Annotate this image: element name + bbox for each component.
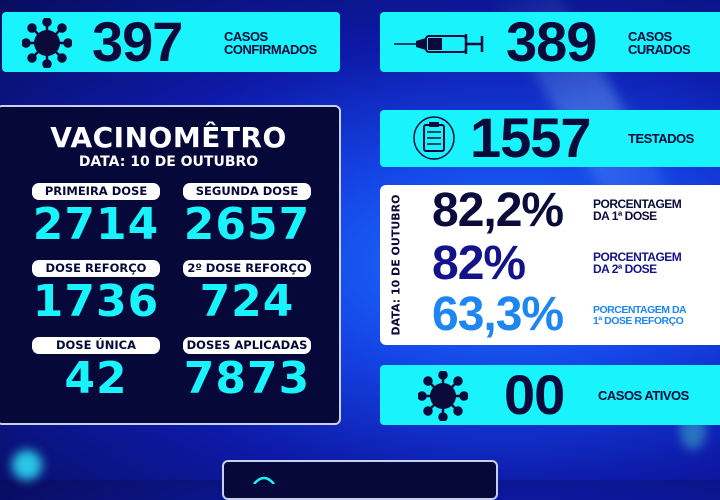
label-line: PORCENTAGEM [593, 197, 682, 211]
tested-card: 1557 TESTADOS [380, 110, 720, 167]
active-cases-card: 00 CASOS ATIVOS [380, 365, 720, 425]
label-line: PORCENTAGEM DA [593, 304, 687, 316]
dose-stat: DOSES APLICADAS 7873 [183, 337, 311, 414]
virus-icon [418, 371, 468, 421]
second-dose-percentage: 82% [432, 237, 526, 290]
confirmed-cases-label: CASOS CONFIRMADOS [224, 30, 317, 56]
dose-stat: 2º DOSE REFORÇO 724 [183, 260, 311, 337]
active-cases-label: CASOS ATIVOS [598, 388, 689, 403]
first-dose-percentage: 82,2% [432, 184, 564, 237]
confirmed-cases-card: 397 CASOS CONFIRMADOS [2, 12, 340, 72]
booster-percentage-label: PORCENTAGEM DA 1ª DOSE REFORÇO [593, 304, 687, 327]
dose-value: 724 [199, 276, 295, 327]
label-line: 1ª DOSE REFORÇO [593, 315, 684, 327]
dose-label: 2º DOSE REFORÇO [183, 260, 311, 277]
bottom-panel [222, 460, 498, 500]
label-line: DA 2ª DOSE [593, 262, 657, 276]
virus-icon [22, 18, 72, 68]
label-line: CONFIRMADOS [224, 42, 317, 57]
dose-value: 2714 [32, 199, 160, 250]
vacinometro-panel: VACINOMÊTRO DATA: 10 DE OUTUBRO PRIMEIRA… [0, 105, 341, 425]
tested-label: TESTADOS [628, 131, 694, 146]
second-dose-percentage-label: PORCENTAGEM DA 2ª DOSE [593, 250, 682, 276]
dose-label: DOSE ÚNICA [32, 337, 160, 354]
dose-stat: PRIMEIRA DOSE 2714 [32, 183, 160, 260]
syringe-icon [394, 34, 484, 54]
first-dose-percentage-label: PORCENTAGEM DA 1ª DOSE [593, 197, 682, 223]
cured-cases-label: CASOS CURADOS [628, 29, 691, 57]
tested-value: 1557 [470, 106, 592, 169]
cured-cases-card: 389 CASOS CURADOS [380, 12, 720, 72]
label-line: CASOS [224, 29, 268, 44]
vacinometro-date: DATA: 10 DE OUTUBRO [78, 154, 259, 170]
dose-stat: DOSE REFORÇO 1736 [32, 260, 160, 337]
label-line: PORCENTAGEM [593, 250, 682, 264]
dose-value: 1736 [32, 276, 160, 327]
dose-label: PRIMEIRA DOSE [32, 183, 160, 200]
vaccination-percentages-card: DATA: 10 DE OUTUBRO 82,2% PORCENTAGEM DA … [380, 185, 720, 345]
label-line: CURADOS [628, 42, 691, 57]
partial-icon [253, 476, 275, 484]
dose-stat: DOSE ÚNICA 42 [32, 337, 160, 414]
background-decoration [12, 450, 42, 480]
booster-percentage: 63,3% [432, 288, 564, 341]
confirmed-cases-value: 397 [92, 10, 183, 73]
dose-label: DOSES APLICADAS [183, 337, 311, 354]
percentages-date: DATA: 10 DE OUTUBRO [389, 194, 403, 336]
active-cases-value: 00 [504, 363, 565, 426]
vacinometro-title: VACINOMÊTRO [50, 121, 287, 154]
dose-label: DOSE REFORÇO [32, 260, 160, 277]
dose-label: SEGUNDA DOSE [183, 183, 311, 200]
label-line: DA 1ª DOSE [593, 209, 657, 223]
cured-cases-value: 389 [506, 10, 597, 73]
dose-stat: SEGUNDA DOSE 2657 [183, 183, 311, 260]
dose-value: 42 [64, 353, 128, 404]
dose-value: 7873 [183, 353, 311, 404]
label-line: CASOS [628, 29, 672, 44]
dose-value: 2657 [183, 199, 311, 250]
clipboard-icon [413, 116, 455, 160]
